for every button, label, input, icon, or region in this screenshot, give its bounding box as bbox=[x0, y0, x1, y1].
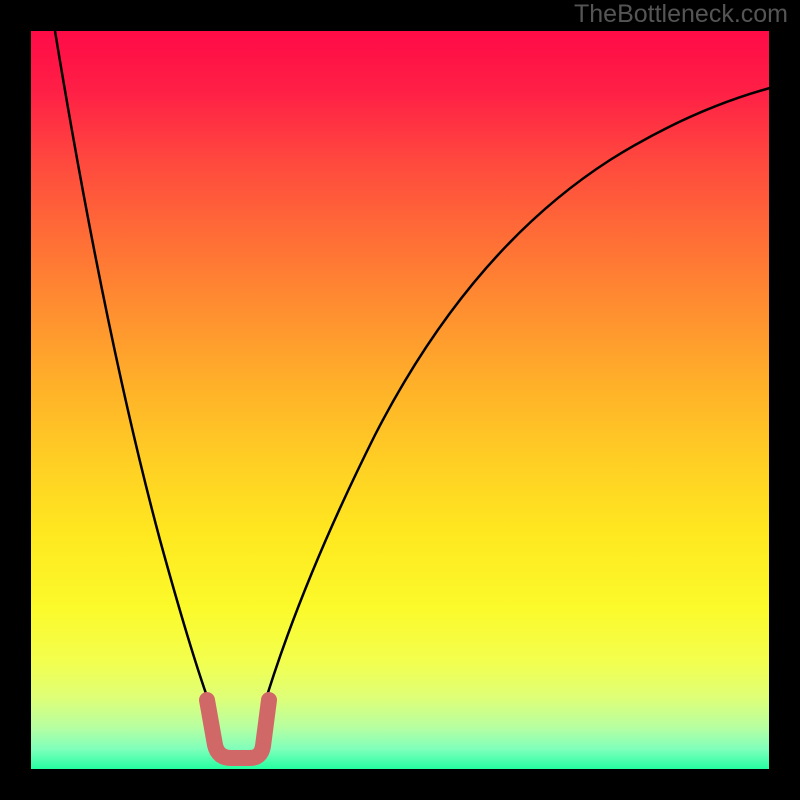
watermark-text: TheBottleneck.com bbox=[574, 0, 788, 28]
plot-background bbox=[31, 31, 771, 771]
bottleneck-chart: TheBottleneck.com bbox=[0, 0, 800, 800]
chart-container: TheBottleneck.com bbox=[0, 0, 800, 800]
